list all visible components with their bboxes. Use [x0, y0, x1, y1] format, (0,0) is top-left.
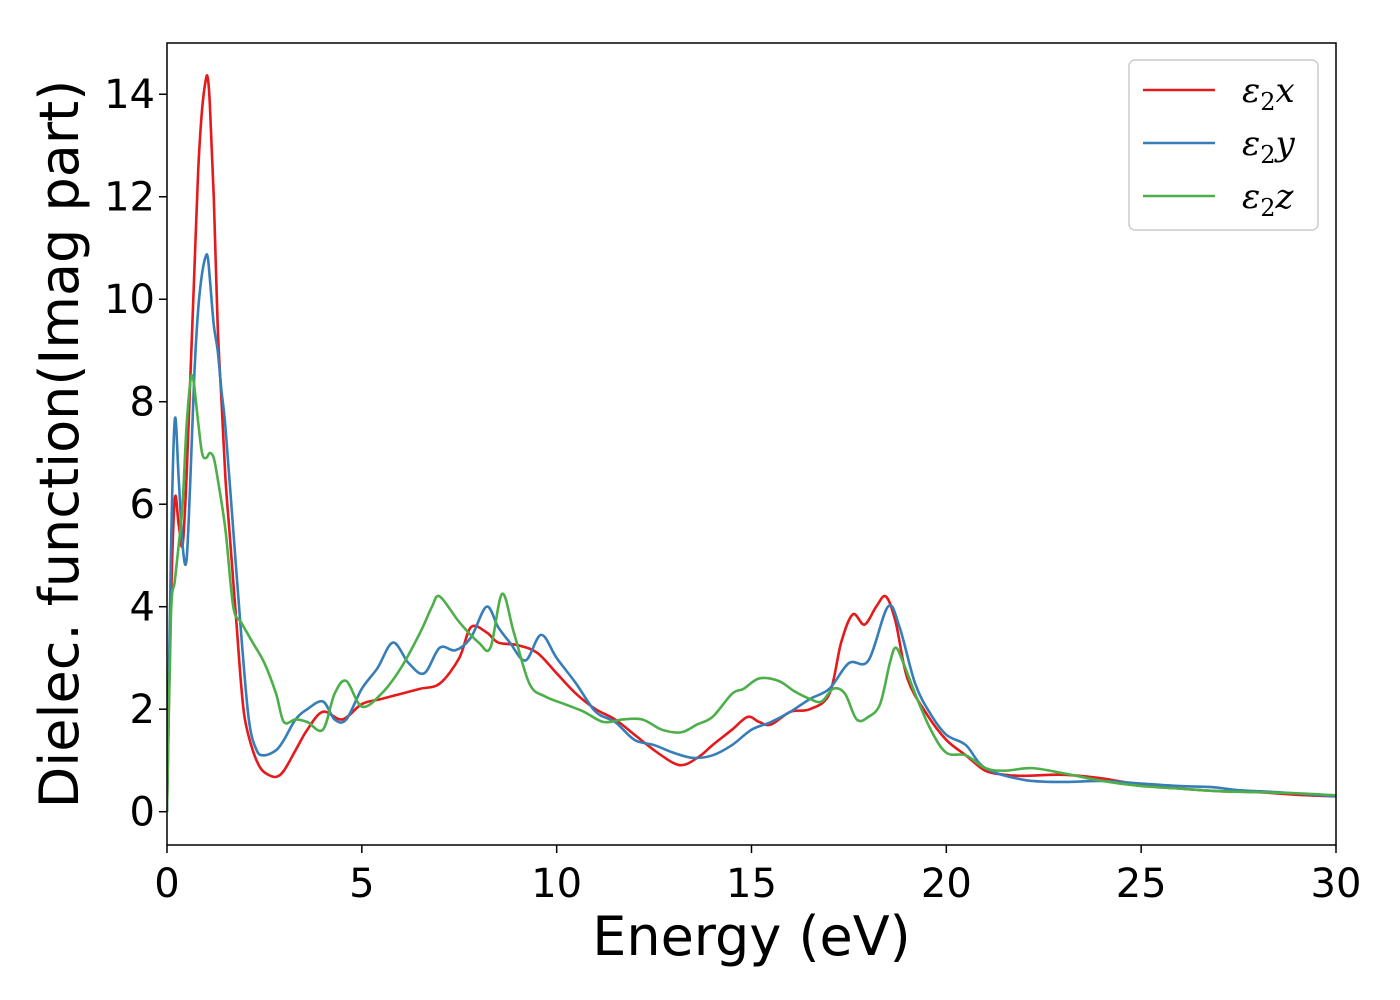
y-tick-label: 4 [130, 585, 155, 631]
y-axis-title: Dielec. function(Imag part) [28, 80, 91, 809]
y-tick-label: 14 [104, 72, 155, 118]
x-tick-label: 30 [1311, 861, 1362, 907]
x-tick-label: 20 [921, 861, 972, 907]
x-tick-label: 15 [726, 861, 777, 907]
legend-label-1: ε2x [1242, 71, 1295, 116]
y-tick-label: 2 [130, 687, 155, 733]
series-line-3 [167, 373, 1336, 812]
legend-label-2: ε2y [1242, 124, 1296, 169]
x-tick-label: 0 [154, 861, 179, 907]
legend: ε2x ε2y ε2z [1128, 59, 1319, 231]
y-tick-label: 12 [104, 175, 155, 221]
y-axis: 0 2 4 6 8 10 12 14 [104, 72, 167, 836]
y-tick-label: 8 [130, 380, 155, 426]
x-tick-label: 5 [349, 861, 374, 907]
legend-label-3: ε2z [1242, 177, 1295, 222]
series-line-2 [167, 253, 1336, 812]
x-axis: 0 5 10 15 20 25 30 [154, 845, 1361, 907]
x-tick-label: 10 [531, 861, 582, 907]
series-layer [167, 74, 1336, 812]
y-tick-label: 10 [104, 277, 155, 323]
x-axis-title: Energy (eV) [592, 905, 911, 968]
y-tick-label: 6 [130, 482, 155, 528]
x-tick-label: 25 [1116, 861, 1167, 907]
y-tick-label: 0 [130, 790, 155, 836]
legend-box [1128, 59, 1319, 231]
